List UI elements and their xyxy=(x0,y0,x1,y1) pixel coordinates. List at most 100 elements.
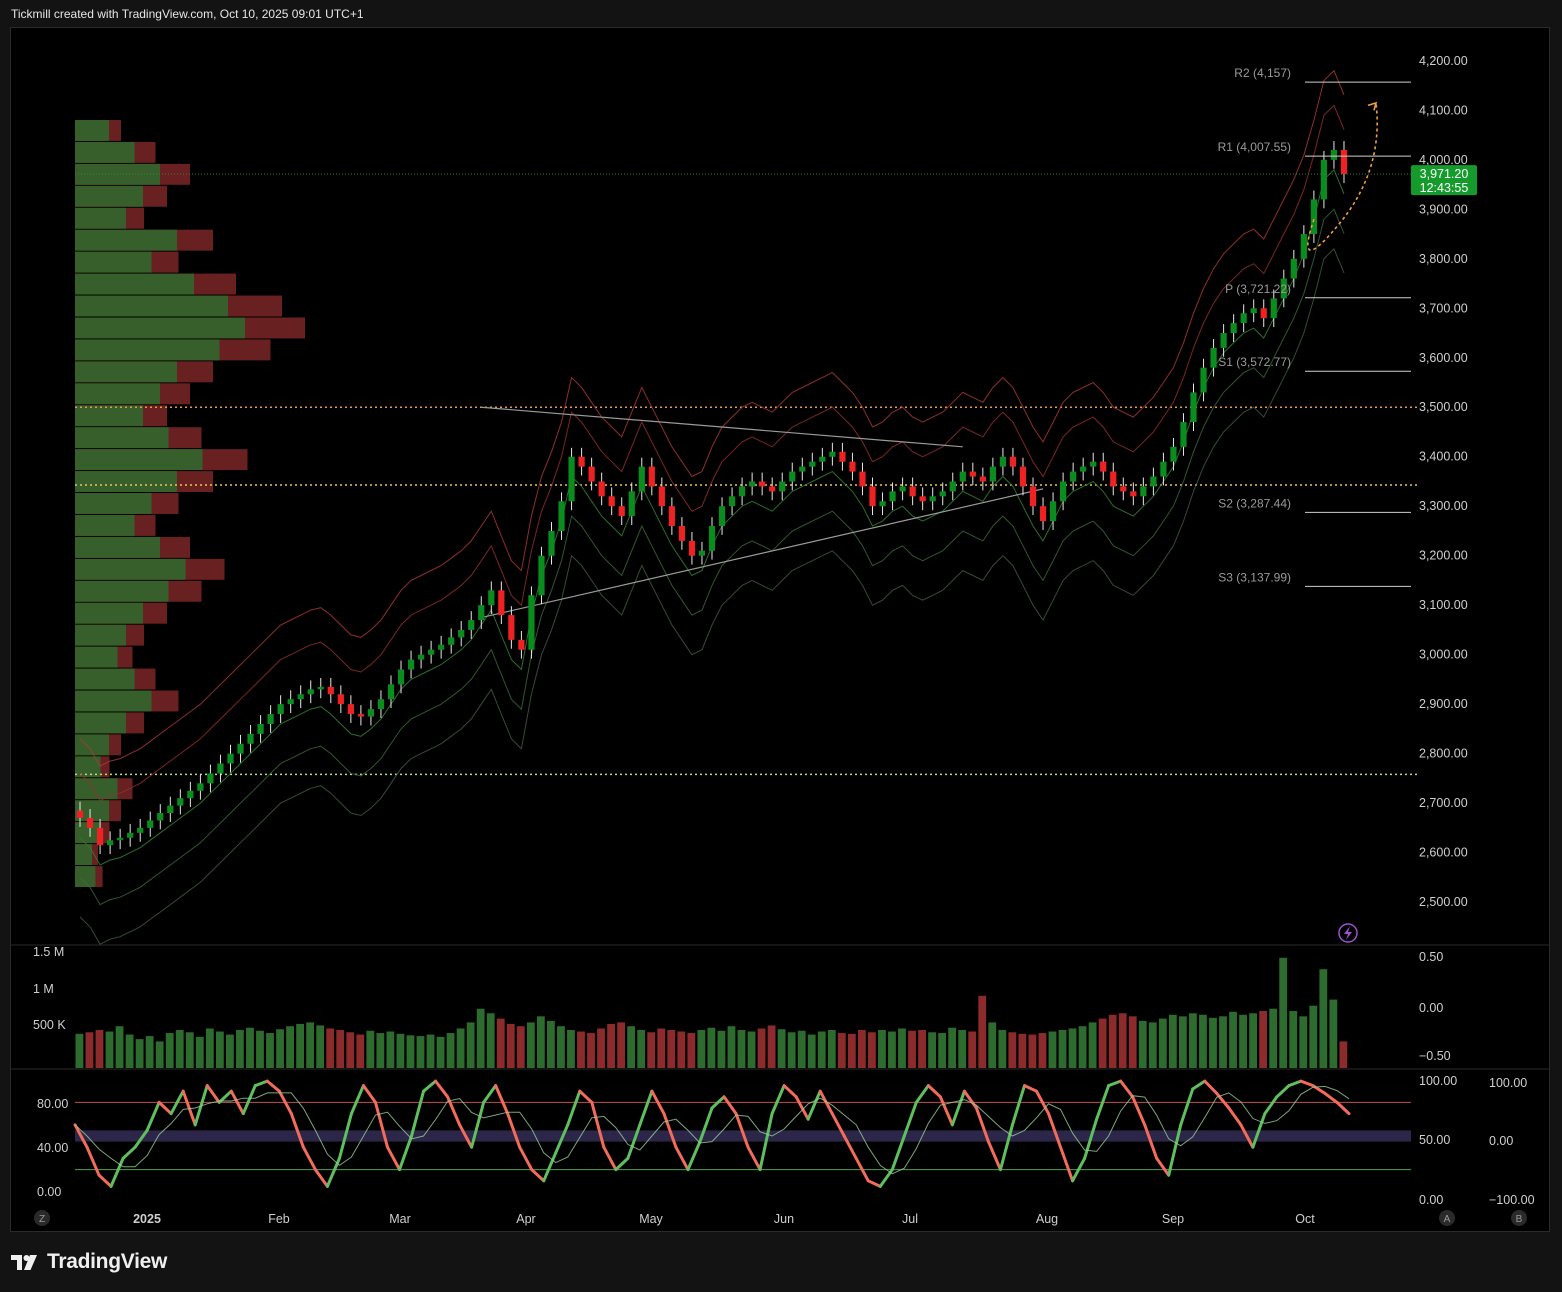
candle-body xyxy=(297,694,304,700)
last-price-tag xyxy=(1411,165,1477,196)
price-axis-tick: 2,500.00 xyxy=(1419,895,1468,909)
volume-bar xyxy=(376,1033,385,1068)
trendline-upper xyxy=(481,406,963,448)
oscillator-right-axis-tick-b: 100.00 xyxy=(1489,1076,1527,1090)
volume-bar xyxy=(205,1028,214,1068)
oscillator-k-segment xyxy=(518,1145,534,1172)
oscillator-k-segment xyxy=(1095,1084,1111,1121)
volume-bar xyxy=(1128,1016,1137,1068)
candle-body xyxy=(638,466,645,492)
candle-body xyxy=(919,496,926,502)
volume-bar xyxy=(506,1023,515,1068)
volume-bar xyxy=(717,1030,726,1068)
candle-body xyxy=(347,704,354,715)
price-axis-tick: 2,900.00 xyxy=(1419,697,1468,711)
tradingview-logo[interactable]: TradingView xyxy=(11,1250,167,1274)
oscillator-k-segment xyxy=(446,1095,462,1127)
volume-bar xyxy=(286,1026,294,1068)
volume-bar xyxy=(667,1030,676,1068)
candle-body xyxy=(889,491,896,502)
candle-body xyxy=(107,840,114,846)
auto-scale-button[interactable]: A xyxy=(1439,1210,1455,1226)
candle-body xyxy=(387,684,395,700)
oscillator-k-segment xyxy=(1287,1079,1303,1088)
oscillator-k-segment xyxy=(398,1134,414,1172)
price-axis-tick: 4,100.00 xyxy=(1419,103,1468,117)
log-scale-button-label: B xyxy=(1516,1214,1523,1225)
volume-bar xyxy=(236,1030,244,1068)
profile-bar-buy xyxy=(75,427,169,449)
volume-bar xyxy=(1199,1014,1207,1068)
oscillator-right-axis-tick-b: −100.00 xyxy=(1489,1193,1535,1207)
oscillator-k-segment xyxy=(422,1079,438,1093)
volume-bar xyxy=(145,1036,154,1068)
volume-axis-tick: 500 K xyxy=(33,1018,66,1032)
candle-body xyxy=(468,620,475,630)
volume-bar xyxy=(988,1022,997,1068)
candle-body xyxy=(117,837,124,841)
profile-bar-buy xyxy=(75,624,126,646)
oscillator-k-segment xyxy=(770,1084,786,1116)
oscillator-k-segment xyxy=(1107,1079,1123,1088)
candle-body xyxy=(1190,392,1197,423)
chart-svg[interactable]: R2 (4,157) R1 (4,007.55) P (3,721.22) S1 (3… xyxy=(11,28,1549,1231)
candle-body xyxy=(1070,471,1077,482)
oscillator-k-segment xyxy=(337,1112,353,1160)
candle-body xyxy=(769,486,776,492)
candle-body xyxy=(428,649,435,655)
volume-bar xyxy=(1319,969,1328,1068)
candle-body xyxy=(127,832,134,838)
time-axis-tick: May xyxy=(639,1212,663,1226)
oscillator-k-segment xyxy=(686,1140,702,1172)
pivot-label: S1 (3,572.77) xyxy=(1218,355,1291,369)
candle-body xyxy=(357,714,365,717)
price-axis-tick: 4,200.00 xyxy=(1419,54,1468,68)
oscillator-right-axis-tick-b: 0.00 xyxy=(1489,1134,1513,1148)
oscillator-k-segment xyxy=(662,1112,678,1149)
volume-bar xyxy=(707,1027,716,1068)
volume-bar xyxy=(225,1034,234,1068)
profile-bar-buy xyxy=(75,514,135,536)
volume-bar xyxy=(195,1036,204,1068)
candle-body xyxy=(1320,159,1328,200)
candle-body xyxy=(608,496,615,507)
volume-bar xyxy=(737,1030,746,1068)
oscillator-k-segment xyxy=(1323,1091,1339,1104)
candle-body xyxy=(307,689,314,695)
volume-bar xyxy=(898,1028,906,1068)
volume-bar xyxy=(807,1034,816,1068)
oscillator-k-segment xyxy=(566,1089,582,1127)
oscillator-k-segment xyxy=(1059,1145,1075,1183)
volume-bar xyxy=(326,1028,335,1068)
volume-bar xyxy=(797,1030,806,1068)
candle-body xyxy=(859,471,866,487)
oscillator-k-segment xyxy=(1227,1106,1243,1127)
auto-scale-button-label: A xyxy=(1444,1214,1451,1225)
log-scale-button[interactable]: B xyxy=(1511,1210,1527,1226)
oscillator-k-segment xyxy=(410,1089,426,1138)
volume-bar xyxy=(1078,1026,1087,1068)
price-axis-tick: 2,600.00 xyxy=(1419,846,1468,860)
zoom-button[interactable]: Z xyxy=(34,1210,50,1226)
oscillator-k-segment xyxy=(554,1123,570,1155)
candle-body xyxy=(538,555,545,596)
volume-bar xyxy=(938,1033,947,1068)
oscillator-k-segment xyxy=(1035,1089,1051,1116)
lightning-icon-bolt xyxy=(1344,926,1352,940)
candle-body xyxy=(417,654,425,660)
volume-bar xyxy=(306,1022,315,1068)
price-axis-tick: 3,300.00 xyxy=(1419,499,1468,513)
volume-right-axis-tick: −0.50 xyxy=(1419,1049,1451,1063)
oscillator-k-segment xyxy=(986,1140,1002,1172)
time-axis-tick: Aug xyxy=(1036,1212,1058,1226)
oscillator-k-segment xyxy=(722,1095,738,1116)
time-axis-tick: 2025 xyxy=(133,1212,161,1226)
volume-bar xyxy=(587,1033,595,1068)
oscillator-k-segment xyxy=(890,1134,906,1172)
oscillator-k-segment xyxy=(301,1145,317,1172)
volume-bar xyxy=(546,1020,555,1068)
volume-bar xyxy=(366,1030,375,1068)
oscillator-k-segment xyxy=(962,1089,978,1110)
candle-body xyxy=(959,471,966,482)
profile-bar-buy xyxy=(75,339,220,361)
